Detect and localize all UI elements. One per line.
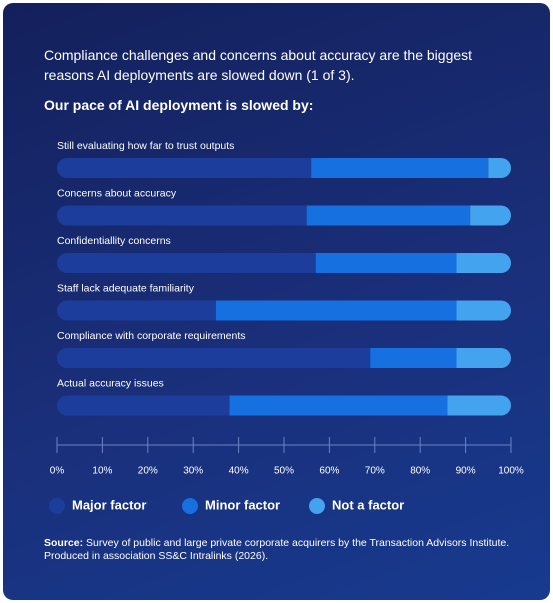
bar-group bbox=[57, 348, 511, 368]
bar-group bbox=[57, 395, 511, 416]
bar-segment bbox=[311, 158, 489, 178]
category-label: Concerns about accuracy bbox=[57, 187, 177, 199]
x-tick-label: 0% bbox=[50, 466, 65, 477]
legend-swatch bbox=[182, 498, 198, 514]
x-tick-label: 50% bbox=[274, 466, 294, 477]
legend-label: Major factor bbox=[72, 497, 146, 512]
bar-segment bbox=[57, 395, 230, 416]
legend-label: Not a factor bbox=[332, 497, 404, 512]
bar-group bbox=[57, 300, 511, 321]
bar-segment bbox=[488, 158, 511, 178]
bar-segment bbox=[215, 300, 457, 321]
x-tick-label: 20% bbox=[138, 466, 158, 477]
bar-segment bbox=[470, 205, 511, 226]
x-tick-label: 90% bbox=[456, 466, 476, 477]
bar-segment bbox=[456, 253, 511, 273]
category-label: Confidentiallity concerns bbox=[57, 235, 171, 247]
x-tick-label: 100% bbox=[498, 466, 524, 477]
bar-segment bbox=[456, 348, 511, 368]
category-label: Compliance with corporate requirements bbox=[57, 330, 246, 342]
bar-segment bbox=[57, 253, 316, 273]
bar-segment bbox=[456, 300, 511, 321]
x-tick-label: 70% bbox=[365, 466, 385, 477]
category-label: Staff lack adequate familiarity bbox=[57, 282, 195, 294]
x-tick-label: 40% bbox=[229, 466, 249, 477]
bar-segment bbox=[57, 205, 307, 226]
bar-group bbox=[57, 253, 511, 273]
category-label: Actual accuracy issues bbox=[57, 377, 164, 389]
source-text: Survey of public and large private corpo… bbox=[44, 537, 510, 562]
bar-group bbox=[57, 205, 511, 226]
source-label: Source: bbox=[44, 537, 84, 549]
legend-swatch bbox=[49, 498, 65, 514]
bar-segment bbox=[229, 395, 448, 416]
bar-segment bbox=[447, 395, 511, 416]
x-tick-label: 60% bbox=[319, 466, 339, 477]
bar-segment bbox=[57, 348, 371, 368]
chart-subtitle: Our pace of AI deployment is slowed by: bbox=[44, 97, 314, 113]
x-tick-label: 80% bbox=[410, 466, 430, 477]
bar-group bbox=[57, 158, 511, 178]
bar-segment bbox=[57, 300, 216, 321]
legend-label: Minor factor bbox=[205, 497, 280, 512]
chart-title: Compliance challenges and concerns about… bbox=[44, 47, 473, 83]
bar-segment bbox=[315, 253, 457, 273]
x-tick-label: 10% bbox=[92, 466, 112, 477]
source-note: Source: Survey of public and large priva… bbox=[44, 537, 514, 563]
legend-swatch bbox=[309, 498, 325, 514]
x-tick-label: 30% bbox=[183, 466, 203, 477]
bar-segment bbox=[306, 205, 471, 226]
bar-segment bbox=[370, 348, 457, 368]
category-label: Still evaluating how far to trust output… bbox=[57, 140, 234, 152]
bar-segment bbox=[57, 158, 312, 178]
